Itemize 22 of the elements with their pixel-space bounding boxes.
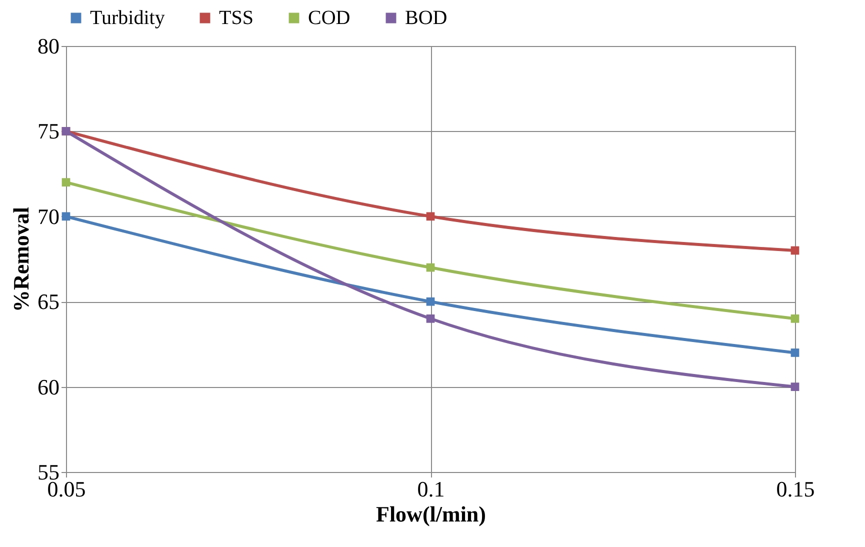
point: [790, 348, 800, 357]
y-tick-label: 75: [38, 118, 60, 144]
point: [790, 382, 800, 391]
y-tick-label: 70: [38, 204, 60, 229]
point: [790, 246, 800, 255]
point: [426, 297, 435, 306]
point: [426, 212, 435, 221]
x-tick-label: 0.15: [776, 476, 815, 502]
y-tick-label: 60: [38, 374, 60, 400]
point: [426, 314, 435, 323]
y-tick-label: 80: [38, 34, 60, 58]
legend-label: COD: [308, 7, 350, 29]
legend-label: BOD: [405, 7, 448, 29]
y-tick-label: 65: [38, 289, 60, 314]
y-axis-title: %Removal: [8, 206, 34, 312]
point: [790, 314, 800, 323]
point: [62, 178, 70, 187]
x-axis-title: Flow(l/min): [376, 502, 486, 526]
x-tick-label: 0.1: [417, 476, 445, 502]
legend-label: Turbidity: [90, 7, 165, 29]
legend-label: TSS: [219, 7, 254, 29]
point: [426, 263, 435, 272]
